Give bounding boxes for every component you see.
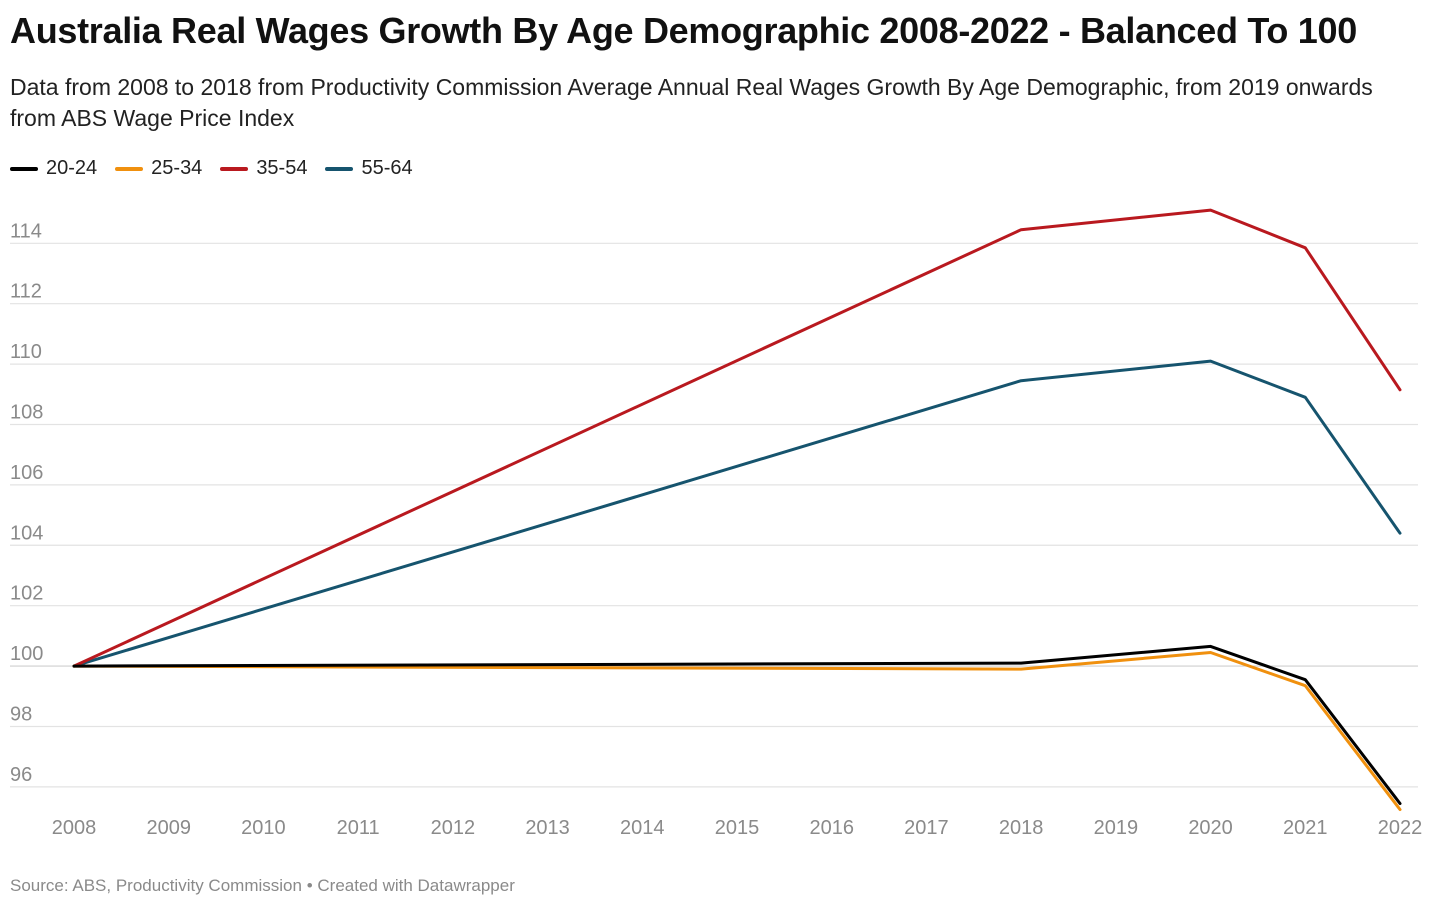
legend-item-25-34: 25-34 bbox=[115, 157, 202, 180]
series-line-55-64 bbox=[72, 359, 1402, 668]
x-tick-label: 2014 bbox=[620, 817, 665, 839]
legend-swatch bbox=[10, 166, 38, 171]
y-tick-label: 110 bbox=[10, 341, 42, 363]
chart-title: Australia Real Wages Growth By Age Demog… bbox=[10, 10, 1357, 51]
y-axis-ticks: 96 98 100 102 104 106 108 110 112 114 bbox=[10, 220, 43, 786]
x-tick-label: 2019 bbox=[1094, 817, 1139, 839]
legend-label: 25-34 bbox=[151, 157, 203, 179]
chart-footer: Source: ABS, Productivity Commission • C… bbox=[10, 876, 515, 896]
series-line-20-24 bbox=[72, 644, 1402, 805]
footer-separator: • bbox=[306, 876, 313, 895]
legend-label: 35-54 bbox=[256, 157, 308, 179]
legend-item-35-54: 35-54 bbox=[220, 157, 307, 180]
x-tick-label: 2020 bbox=[1188, 817, 1233, 839]
y-tick-label: 98 bbox=[10, 703, 32, 725]
series-lines bbox=[72, 208, 1402, 811]
x-tick-label: 2015 bbox=[715, 817, 760, 839]
legend-label: 55-64 bbox=[361, 157, 413, 179]
y-tick-label: 112 bbox=[10, 281, 42, 303]
x-tick-label: 2009 bbox=[146, 817, 191, 839]
x-tick-label: 2022 bbox=[1378, 817, 1423, 839]
legend-label: 20-24 bbox=[46, 157, 98, 179]
credit-note: Created with Datawrapper bbox=[317, 876, 515, 895]
y-tick-label: 114 bbox=[10, 220, 42, 242]
legend: 20-24 25-34 35-54 55-64 bbox=[10, 157, 431, 180]
x-tick-label: 2018 bbox=[999, 817, 1044, 839]
y-tick-label: 100 bbox=[10, 643, 43, 665]
source-note: Source: ABS, Productivity Commission bbox=[10, 876, 302, 895]
legend-swatch bbox=[115, 166, 144, 171]
series-line-35-54 bbox=[72, 208, 1402, 668]
x-tick-label: 2017 bbox=[904, 817, 949, 839]
y-tick-label: 108 bbox=[10, 401, 43, 423]
line-chart: 96 98 100 102 104 106 108 110 112 114 2008 2009 201… bbox=[10, 208, 1423, 839]
x-tick-label: 2013 bbox=[525, 817, 570, 839]
x-tick-label: 2008 bbox=[52, 817, 97, 839]
legend-item-55-64: 55-64 bbox=[325, 157, 413, 180]
x-tick-label: 2010 bbox=[241, 817, 286, 839]
y-tick-label: 96 bbox=[10, 764, 32, 786]
x-tick-label: 2021 bbox=[1283, 817, 1328, 839]
legend-swatch bbox=[220, 166, 249, 171]
y-tick-label: 106 bbox=[10, 462, 43, 484]
legend-item-20-24: 20-24 bbox=[10, 157, 97, 180]
x-axis-ticks: 2008 2009 2010 2011 2012 2013 2014 2015 2016 2017… bbox=[52, 817, 1423, 839]
legend-swatch bbox=[325, 166, 354, 171]
y-tick-label: 104 bbox=[10, 522, 43, 544]
x-tick-label: 2011 bbox=[337, 817, 380, 839]
series-line-25-34 bbox=[72, 651, 1402, 811]
gridlines bbox=[10, 242, 1418, 788]
x-tick-label: 2012 bbox=[431, 817, 476, 839]
x-tick-label: 2016 bbox=[809, 817, 854, 839]
y-tick-label: 102 bbox=[10, 583, 43, 605]
chart-subtitle: Data from 2008 to 2018 from Productivity… bbox=[10, 74, 1373, 131]
